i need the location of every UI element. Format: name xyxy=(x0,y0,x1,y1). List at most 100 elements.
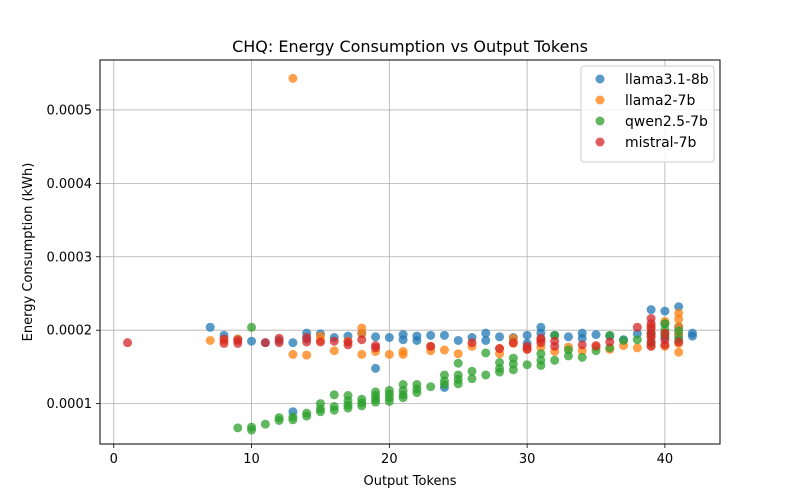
x-axis-label: Output Tokens xyxy=(363,474,456,489)
data-point xyxy=(329,346,339,356)
data-point xyxy=(260,338,270,348)
data-point xyxy=(522,330,532,340)
data-point xyxy=(632,343,642,353)
data-point xyxy=(302,337,312,347)
data-point xyxy=(674,326,684,336)
data-point xyxy=(288,349,298,359)
x-tick-label: 20 xyxy=(381,452,398,467)
data-point xyxy=(329,405,339,415)
data-point xyxy=(632,322,642,332)
x-tick-label: 30 xyxy=(519,452,536,467)
series-mistral-7b xyxy=(123,313,684,354)
data-point xyxy=(247,322,257,332)
data-point xyxy=(674,347,684,357)
data-point xyxy=(412,388,422,398)
data-point xyxy=(412,335,422,345)
data-point xyxy=(274,338,284,348)
data-point xyxy=(674,314,684,324)
data-point xyxy=(522,360,532,370)
legend-marker xyxy=(595,95,605,105)
data-point xyxy=(288,415,298,425)
data-point xyxy=(357,349,367,359)
data-point xyxy=(274,416,284,426)
data-point xyxy=(302,411,312,421)
data-point xyxy=(577,333,587,343)
data-point xyxy=(660,340,670,350)
data-point xyxy=(481,348,491,358)
data-point xyxy=(384,396,394,406)
data-point xyxy=(371,332,381,342)
data-point xyxy=(508,338,518,348)
legend-label: qwen2.5-7b xyxy=(625,114,708,130)
data-point xyxy=(660,328,670,338)
data-point xyxy=(495,367,505,377)
data-point xyxy=(481,328,491,338)
legend-marker xyxy=(595,74,605,84)
data-point xyxy=(426,341,436,351)
data-point xyxy=(577,340,587,350)
data-point xyxy=(233,338,243,348)
data-point xyxy=(536,338,546,348)
x-tick-label: 0 xyxy=(110,452,118,467)
y-tick-label: 0.0003 xyxy=(47,250,93,265)
data-point xyxy=(467,366,477,376)
data-point xyxy=(343,340,353,350)
x-axis-ticks: 0 10 20 30 40 xyxy=(110,444,674,467)
y-tick-label: 0.0001 xyxy=(47,397,93,412)
data-point xyxy=(632,335,642,345)
legend-label: llama2-7b xyxy=(625,93,695,109)
data-point xyxy=(315,337,325,347)
data-point xyxy=(467,374,477,384)
data-point xyxy=(398,349,408,359)
data-point xyxy=(439,380,449,390)
legend-box xyxy=(580,65,715,163)
data-point xyxy=(619,335,629,345)
data-point xyxy=(577,352,587,362)
data-point xyxy=(371,397,381,407)
data-point xyxy=(357,401,367,411)
data-point xyxy=(481,370,491,380)
data-point xyxy=(233,423,243,433)
y-tick-label: 0.0004 xyxy=(47,177,93,192)
data-point xyxy=(453,335,463,345)
data-point xyxy=(343,403,353,413)
data-point xyxy=(550,355,560,365)
data-point xyxy=(563,332,573,342)
data-point xyxy=(522,344,532,354)
data-point xyxy=(605,330,615,340)
series-qwen2.5-7b xyxy=(233,319,684,435)
data-point xyxy=(536,349,546,359)
data-point xyxy=(563,351,573,361)
data-point xyxy=(329,336,339,346)
legend-label: mistral-7b xyxy=(625,135,696,151)
data-point xyxy=(646,305,656,315)
data-point xyxy=(481,335,491,345)
data-point xyxy=(605,337,615,347)
data-point xyxy=(495,344,505,354)
legend-label: llama3.1-8b xyxy=(625,72,709,88)
y-tick-label: 0.0002 xyxy=(47,324,93,339)
data-point xyxy=(453,349,463,359)
x-tick-label: 40 xyxy=(657,452,674,467)
data-point xyxy=(371,343,381,353)
data-point xyxy=(439,330,449,340)
data-point xyxy=(398,335,408,345)
data-point xyxy=(288,338,298,348)
data-point xyxy=(591,341,601,351)
data-point xyxy=(219,338,229,348)
data-point xyxy=(495,332,505,342)
data-point xyxy=(426,330,436,340)
plot-area-frame xyxy=(99,59,721,445)
y-axis-ticks: 0.0001 0.0002 0.0003 0.0004 0.0005 xyxy=(47,103,100,412)
data-point xyxy=(384,349,394,359)
data-point xyxy=(536,360,546,370)
x-tick-label: 10 xyxy=(243,452,260,467)
y-tick-label: 0.0005 xyxy=(47,103,93,118)
data-point xyxy=(674,302,684,312)
data-point xyxy=(453,379,463,389)
data-point xyxy=(205,322,215,332)
data-point xyxy=(329,390,339,400)
data-point xyxy=(467,338,477,348)
data-point xyxy=(550,341,560,351)
